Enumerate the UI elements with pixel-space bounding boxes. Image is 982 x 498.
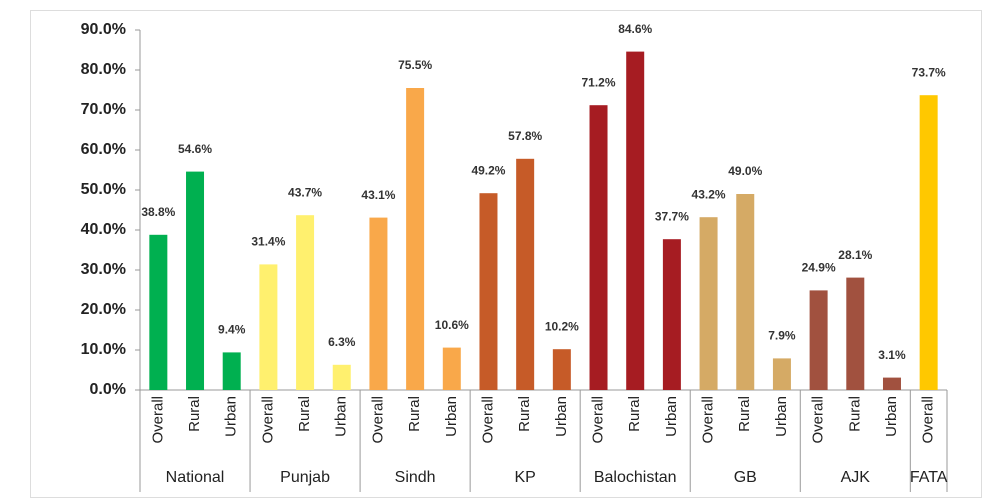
value-label: 43.1%	[361, 188, 395, 202]
bar	[186, 171, 205, 390]
value-label: 73.7%	[912, 65, 946, 79]
group-label: Balochistan	[594, 469, 677, 486]
x-tick-label: Urban	[883, 396, 900, 437]
value-label: 24.9%	[802, 261, 836, 275]
x-tick-label: Rural	[846, 396, 863, 432]
bar	[626, 51, 645, 390]
y-tick-label: 60.0%	[81, 141, 126, 158]
bar	[369, 217, 388, 390]
x-tick-label: Overall	[920, 396, 937, 444]
bar	[442, 347, 461, 390]
x-tick-label: Rural	[406, 396, 423, 432]
bar	[662, 239, 681, 390]
bar	[406, 88, 425, 390]
x-tick-label: Overall	[259, 396, 276, 444]
x-tick-label: Urban	[663, 396, 680, 437]
bar	[516, 158, 535, 390]
y-tick-label: 30.0%	[81, 261, 126, 278]
y-tick-label: 70.0%	[81, 101, 126, 118]
y-tick-label: 0.0%	[90, 381, 126, 398]
value-label: 54.6%	[178, 142, 212, 156]
x-tick-label: Urban	[223, 396, 240, 437]
x-tick-label: Urban	[553, 396, 570, 437]
y-tick-label: 40.0%	[81, 221, 126, 238]
x-tick-label: Urban	[443, 396, 460, 437]
x-tick-label: Overall	[700, 396, 717, 444]
group-label: Punjab	[280, 469, 330, 486]
bar	[736, 194, 755, 390]
value-label: 71.2%	[582, 75, 616, 89]
x-tick-label: Rural	[516, 396, 533, 432]
bar	[296, 215, 315, 390]
value-label: 43.7%	[288, 185, 322, 199]
bar	[772, 358, 791, 390]
bar	[479, 193, 498, 390]
bar	[332, 364, 351, 390]
bar	[222, 352, 241, 390]
x-tick-label: Overall	[810, 396, 827, 444]
value-label: 31.4%	[251, 235, 285, 249]
bar	[809, 290, 828, 390]
bar	[589, 105, 608, 390]
value-label: 10.6%	[435, 318, 469, 332]
value-label: 6.3%	[328, 335, 356, 349]
x-tick-label: Rural	[186, 396, 203, 432]
value-label: 84.6%	[618, 22, 652, 36]
value-label: 38.8%	[141, 205, 175, 219]
x-tick-label: Overall	[369, 396, 386, 444]
value-label: 3.1%	[878, 348, 906, 362]
group-label: FATA	[910, 469, 948, 486]
y-tick-label: 20.0%	[81, 301, 126, 318]
x-tick-label: Overall	[479, 396, 496, 444]
bar	[919, 95, 938, 390]
y-tick-label: 10.0%	[81, 341, 126, 358]
group-label: National	[166, 469, 225, 486]
bar	[149, 234, 168, 390]
bar	[882, 377, 901, 390]
x-tick-label: Urban	[773, 396, 790, 437]
value-label: 49.2%	[471, 163, 505, 177]
x-tick-label: Overall	[589, 396, 606, 444]
bar	[846, 277, 865, 390]
value-label: 10.2%	[545, 319, 579, 333]
value-label: 9.4%	[218, 323, 246, 337]
bar	[699, 217, 718, 390]
value-label: 57.8%	[508, 129, 542, 143]
y-tick-label: 80.0%	[81, 61, 126, 78]
x-tick-label: Overall	[149, 396, 166, 444]
x-tick-label: Rural	[626, 396, 643, 432]
x-tick-label: Rural	[736, 396, 753, 432]
group-label: KP	[514, 469, 535, 486]
group-label: Sindh	[395, 469, 436, 486]
bar	[552, 349, 571, 390]
group-label: AJK	[841, 469, 871, 486]
value-label: 49.0%	[728, 164, 762, 178]
value-label: 75.5%	[398, 58, 432, 72]
group-label: GB	[734, 469, 757, 486]
bar	[259, 264, 278, 390]
value-label: 43.2%	[692, 187, 726, 201]
value-label: 37.7%	[655, 209, 689, 223]
value-label: 7.9%	[768, 329, 796, 343]
value-label: 28.1%	[838, 248, 872, 262]
x-tick-label: Urban	[333, 396, 350, 437]
y-tick-label: 50.0%	[81, 181, 126, 198]
y-tick-label: 90.0%	[81, 21, 126, 38]
x-tick-label: Rural	[296, 396, 313, 432]
